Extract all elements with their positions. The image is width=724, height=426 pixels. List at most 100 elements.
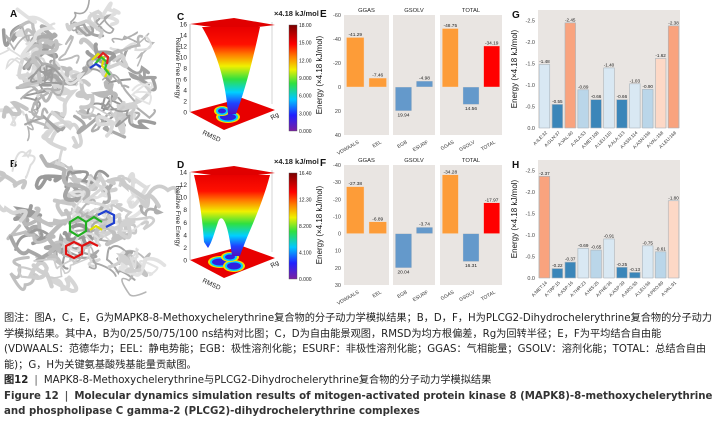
protein-ribbon [15,7,56,59]
protein-ribbon [111,34,144,63]
protein-ribbon [47,256,90,279]
ligand-pose [68,215,103,238]
y-tick-label: 40 [335,133,341,139]
bar-vdwaals [346,186,365,234]
panel-label-E: E [320,9,327,20]
x-tick-label: TOTAL [480,139,497,152]
colorbar-tick-label: 0.000 [299,277,312,283]
colorbar-tick-label: 4.100 [299,251,312,257]
ligand-pose [97,209,116,228]
bar-value-label: -0.90 [642,84,653,89]
x-tick-label: ESURF [412,140,430,154]
y-tick-label: 0.0 [527,126,535,132]
caption-zh-title-line: 图12 | MAPK8-8-Methoxychelerythrine与PLCG2-D… [4,375,492,387]
colorbar-unit: ×4.18 kJ/mol [274,9,319,18]
colorbar-tick-label: 8.200 [299,224,312,230]
protein-ribbon [27,260,54,289]
ligand-pose [89,62,102,69]
bar-value-label: -3.74 [419,222,430,228]
bar-value-label: -1.40 [604,62,615,67]
energy-basin [227,262,241,270]
bar-value-label: 16.31 [465,263,477,269]
y-axis-label: Energy (×4.18 kJ/mol) [510,29,519,108]
y-tick-label: -40 [333,37,341,43]
panel-label-H: H [512,160,519,171]
protein-ribbon [1,100,29,119]
z-tick-label: 0 [183,258,187,265]
energy-funnel [194,175,270,256]
protein-ribbon [20,78,65,100]
bar-value-label: -17.97 [485,197,499,203]
protein-ribbon [101,1,121,27]
x-tick-label: ESURF [412,290,430,304]
bar-egb [395,233,412,269]
z-tick-label: 6 [183,220,187,227]
bar-value-label: -48.75 [444,23,458,29]
bar-a-thr-23 [577,248,589,279]
z-tick-label: 10 [180,55,188,62]
bar-eel [368,221,387,234]
colorbar-tick-label: 6.000 [299,94,312,100]
protein-ribbon [105,245,136,281]
colorbar [288,24,298,132]
panel-label-C: C [177,12,184,23]
bar-a-met-14 [538,176,551,279]
protein-ribbon [70,0,90,34]
protein-structure-mapk8 [0,0,157,151]
protein-ribbon [112,76,152,118]
facet-title: GGAS [358,8,375,14]
protein-ribbon [11,149,36,180]
facet-title: GSOLV [404,158,424,164]
protein-ribbon [128,71,157,92]
bar-egb [395,86,412,112]
ligand-pose [97,51,110,65]
z-tick-label: 10 [180,195,188,202]
protein-ribbon [30,64,66,83]
colorbar-tick-label: 12.30 [299,198,312,204]
energy-funnel [202,27,260,114]
bar-esurf [416,80,433,88]
bar-a-pro-89 [655,251,667,279]
protein-ribbon [99,54,129,78]
y-tick-label: 0 [338,85,341,91]
y-tick-label: -30 [333,180,341,186]
facet-title: TOTAL [462,158,481,164]
bar-a-trp-15 [551,268,563,279]
protein-ribbon [47,275,79,293]
y-tick-label: -2.0 [526,190,535,196]
bar-total [483,45,500,88]
bar-a-asn-114 [629,83,641,129]
protein-ribbon [107,253,142,274]
protein-ribbon [6,224,50,244]
z-tick-label: 12 [180,182,188,189]
protein-ribbon [64,169,110,189]
protein-ribbon [100,101,131,128]
caption-zh-title: MAPK8-8-Methoxychelerythrine与PLCG2-Dihyd… [43,375,492,387]
bar-eel [368,77,387,88]
colorbar-tick-label: 9.000 [299,76,312,82]
facet-title: GGAS [358,158,375,164]
bar-a-asp-16 [564,261,576,279]
bar-value-label: -2.38 [668,20,679,25]
protein-ribbon [129,247,139,269]
bar-a-val-40 [564,22,576,129]
protein-ribbon [0,170,28,190]
bar-value-label: 14.56 [465,106,477,112]
x-axis-label: RMSD [201,129,222,144]
ligand-pose [64,240,99,260]
bar-value-label: -2.37 [539,171,550,176]
colorbar-tick-label: 3.000 [299,111,312,117]
y-tick-label: -1.0 [526,233,535,239]
residue-energy-chart-G: Energy (×4.18 kJ/mol) 0.0 -0.5 -1.0 -1.5 -2.0… [510,10,680,150]
bar-value-label: -0.37 [565,257,576,262]
protein-ribbon [111,31,139,44]
bar-value-label: -1.62 [655,53,666,58]
bar-a-ala-53 [577,89,589,129]
x-axis-label: RMSD [201,277,222,292]
binding-energy-chart-E: Energy (×4.18 kJ/mol) -60 -40 -20 0 20 40 GGAS -… [315,8,502,157]
protein-ribbon [130,81,153,106]
bar-a-asp-39 [616,266,628,279]
protein-ribbon [81,180,110,214]
bar-a-val-158 [655,58,667,129]
protein-ribbon [30,91,50,120]
